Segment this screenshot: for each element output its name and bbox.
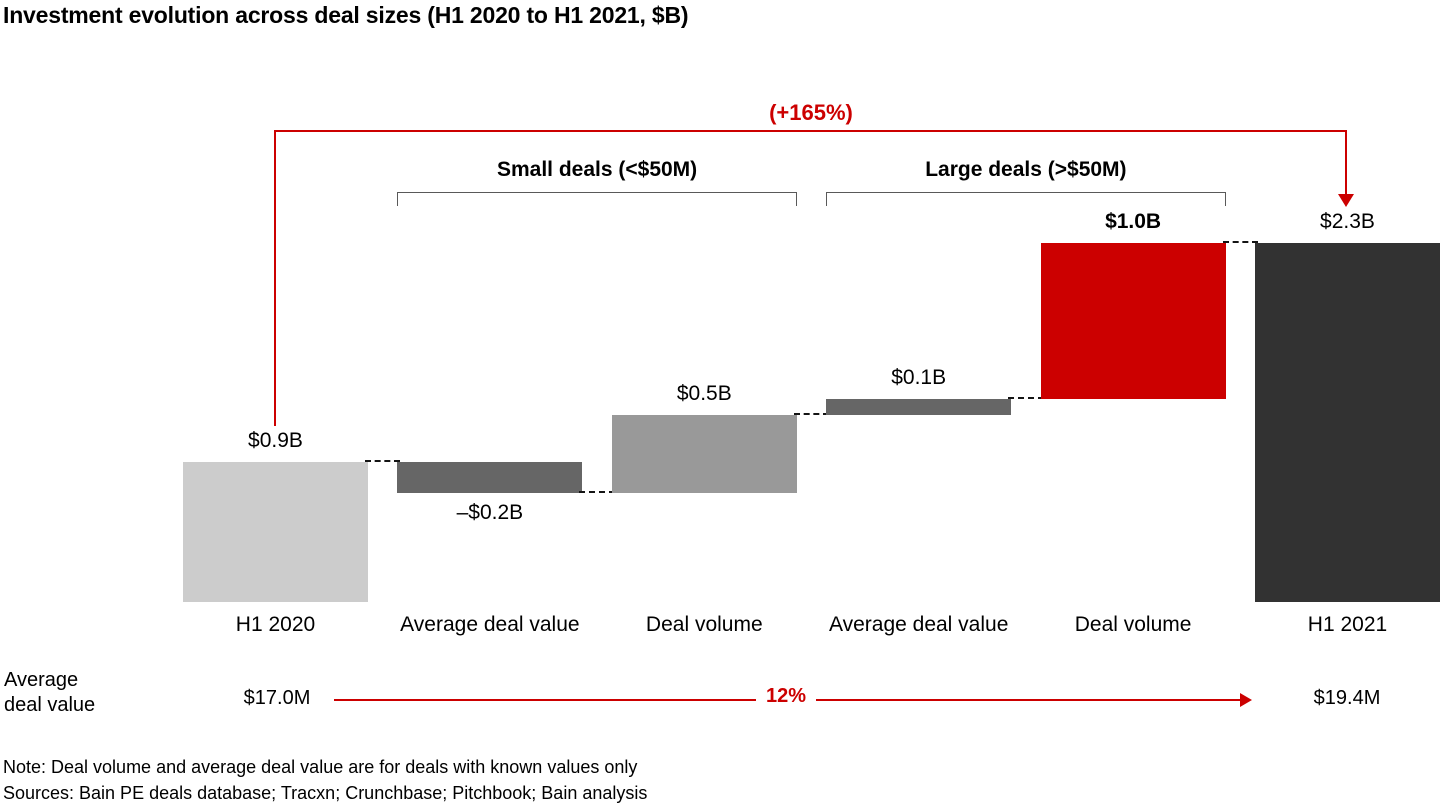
value-label-0: $0.9B — [248, 428, 303, 452]
category-label-0: H1 2020 — [235, 613, 316, 636]
total-change-line-right — [1345, 130, 1347, 195]
value-label-1: –$0.2B — [456, 500, 524, 524]
avg-growth-line-right — [816, 699, 1240, 701]
value-label-5: $2.3B — [1320, 210, 1375, 234]
group-bracket-0 — [397, 192, 797, 206]
group-bracket-1 — [826, 192, 1226, 206]
arrow-right-icon — [1240, 693, 1252, 707]
total-change-line-left — [274, 130, 276, 426]
connector-4 — [1222, 241, 1258, 244]
bar-4-deal-volume — [1040, 243, 1226, 400]
avg-label-line2: deal value — [4, 694, 96, 716]
bar-1-average-deal-value — [397, 461, 583, 493]
avg-start-value: $17.0M — [243, 687, 311, 709]
avg-deal-value-row-label: Average deal value — [4, 668, 95, 718]
avg-label-line1: Average — [4, 669, 79, 691]
category-label-5: H1 2021 — [1307, 613, 1388, 636]
bar-2-deal-volume — [611, 414, 797, 493]
avg-growth-line-left — [334, 699, 756, 701]
category-label-3: Average deal value — [828, 613, 1009, 636]
bar-5-h1-2021 — [1255, 243, 1440, 602]
footnote-note: Note: Deal volume and average deal value… — [3, 757, 638, 777]
connector-1 — [579, 490, 615, 493]
arrow-down-icon — [1338, 194, 1354, 207]
connector-2 — [793, 412, 830, 415]
connector-3 — [1008, 397, 1044, 400]
value-label-4: $1.0B — [1105, 210, 1162, 234]
value-label-2: $0.5B — [676, 381, 732, 405]
value-label-3: $0.1B — [891, 366, 947, 390]
category-label-4: Deal volume — [1074, 613, 1192, 636]
connector-0 — [365, 459, 401, 462]
bar-3-average-deal-value — [826, 399, 1012, 415]
group-label-1: Large deals (>$50M) — [925, 158, 1127, 181]
category-label-1: Average deal value — [400, 613, 580, 636]
footnote-sources: Sources: Bain PE deals database; Tracxn;… — [3, 783, 648, 803]
avg-growth-percent: 12% — [765, 685, 807, 707]
chart-title: Investment evolution across deal sizes (… — [3, 2, 689, 28]
group-label-0: Small deals (<$50M) — [496, 158, 698, 181]
category-label-2: Deal volume — [645, 613, 763, 636]
bar-0-h1-2020 — [183, 461, 368, 602]
total-change-label: (+165%) — [769, 100, 853, 125]
avg-end-value: $19.4M — [1313, 687, 1381, 709]
total-change-line — [275, 130, 1347, 132]
